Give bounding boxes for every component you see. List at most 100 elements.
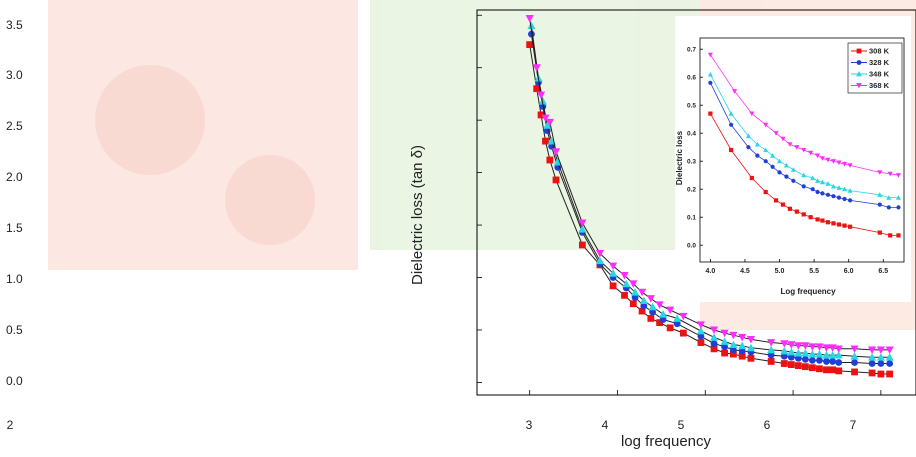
legend-label: 368 K [869,81,890,90]
y-tick-label: 1.0 [6,272,23,286]
data-point [710,340,718,347]
legend-label: 308 K [869,47,890,56]
data-point [825,181,831,186]
data-point [622,279,631,288]
data-point [847,163,853,168]
data-point [773,198,779,203]
data-point [780,202,786,207]
data-point [794,348,803,357]
data-point [835,359,843,366]
data-point [537,91,546,100]
data-point [828,351,837,359]
data-point [609,282,617,290]
data-point [640,302,648,310]
data-point [829,358,836,365]
data-point [763,122,769,128]
series-348-k [707,71,901,200]
data-point [787,206,792,211]
data-point [749,111,755,117]
data-point [527,21,536,30]
data-point [708,80,713,85]
data-point [763,189,768,195]
data-point [595,249,604,258]
data-point [647,315,655,322]
data-point [787,142,793,147]
data-point [697,332,705,340]
legend-marker [856,60,862,65]
y-tick-label: 1.5 [6,221,23,235]
data-point [886,360,894,367]
data-point [773,131,779,136]
series-308-k [708,111,901,238]
data-point [896,233,901,238]
data-point [801,348,810,357]
data-point [673,320,681,328]
data-point [767,351,775,359]
data-point [738,333,747,342]
inset-y-tick-label: 0.6 [687,75,696,82]
data-point [808,215,813,220]
watermark-orange-block [48,0,358,270]
data-point [638,307,646,315]
data-point [823,358,830,365]
inset-x-tick-label: 6.5 [878,268,888,275]
main-plot-frame [476,9,916,396]
data-point [790,167,796,172]
main-axis-ticks [477,14,882,395]
inset-legend: 308 K 328 K 348 K 368 K [847,42,903,94]
data-point [538,97,547,105]
data-point [829,366,836,374]
data-point [842,186,848,192]
data-point [780,346,789,355]
data-point [810,187,815,192]
data-point [767,339,776,347]
data-point [825,220,831,225]
data-point [808,350,817,358]
data-point [886,195,892,200]
watermark-gear-icon-2 [225,155,315,245]
data-point [820,218,825,223]
data-point [801,212,806,217]
data-point [553,158,562,166]
data-point [545,118,554,127]
legend-item: 368 K [851,81,890,90]
data-point [708,111,713,116]
inset-y-tick-label: 0.7 [687,47,696,54]
data-point [868,346,877,354]
data-point [822,344,831,352]
data-point [738,347,746,355]
data-point [763,147,769,153]
data-point [825,157,831,163]
data-point [629,300,637,308]
data-point [541,114,550,123]
data-point [729,350,737,358]
data-point [720,329,729,338]
x-tick-label: 2 [7,418,14,432]
data-point [767,345,776,354]
data-point [808,364,816,372]
data-point [783,162,789,168]
data-point [819,179,825,185]
data-point [729,346,737,354]
data-point [648,302,657,311]
watermark-green-block [370,0,710,250]
data-point [801,355,809,363]
data-point [746,343,756,352]
data-point [876,353,885,361]
data-point [707,52,713,58]
inset-x-tick-label: 6.0 [844,268,854,275]
data-point [794,145,800,150]
series-3 [527,21,894,361]
data-point [836,195,842,200]
data-point [696,326,705,335]
legend-item: 348 K [851,70,890,79]
data-point [885,346,894,354]
data-point [777,158,783,164]
inset-y-tick-label: 0.2 [687,187,696,194]
data-point [655,301,664,309]
inset-y-tick-label: 0.1 [687,215,696,222]
inset-series-layer [707,52,901,238]
data-point [738,352,746,360]
data-point [537,111,545,119]
